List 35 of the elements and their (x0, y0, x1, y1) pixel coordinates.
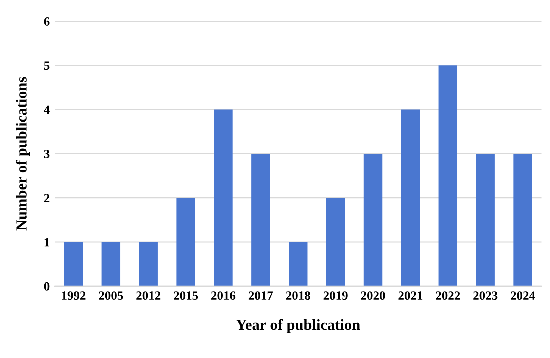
bar (214, 110, 233, 286)
x-tick-label: 2020 (361, 292, 386, 300)
bar (102, 242, 121, 286)
x-tick-label: 2023 (474, 292, 498, 300)
bar (476, 154, 495, 286)
x-tick-label: 2021 (398, 292, 423, 300)
x-tick-label: 1992 (62, 292, 86, 300)
y-tick-label: 5 (44, 62, 50, 70)
x-tick-label: 2005 (99, 292, 124, 300)
y-tick-label: 6 (44, 18, 50, 26)
bar (401, 110, 420, 286)
x-tick-label: 2017 (248, 292, 274, 300)
bar (289, 242, 308, 286)
x-tick-label: 2018 (286, 292, 310, 300)
bar (326, 198, 346, 286)
x-tick-label: 2012 (136, 292, 161, 300)
x-tick-label: 2019 (324, 292, 348, 300)
bar (139, 242, 158, 286)
bar (438, 66, 458, 286)
x-tick-label: 2016 (212, 292, 236, 300)
x-axis-title: Year of publication (236, 319, 360, 334)
y-axis-title: Number of publications (16, 77, 30, 231)
y-tick-label: 3 (44, 150, 50, 158)
bar (514, 154, 532, 286)
y-tick-label: 2 (44, 194, 50, 202)
x-tick-label: 2024 (511, 292, 536, 300)
bar (176, 198, 196, 286)
bar (364, 154, 383, 286)
y-tick-label: 4 (44, 106, 50, 114)
bar (64, 242, 84, 286)
x-tick-label: 2022 (436, 292, 460, 300)
y-tick-label: 1 (44, 238, 50, 247)
x-tick-label: 2015 (174, 292, 198, 300)
bar (252, 154, 270, 286)
y-tick-label: 0 (44, 282, 50, 291)
